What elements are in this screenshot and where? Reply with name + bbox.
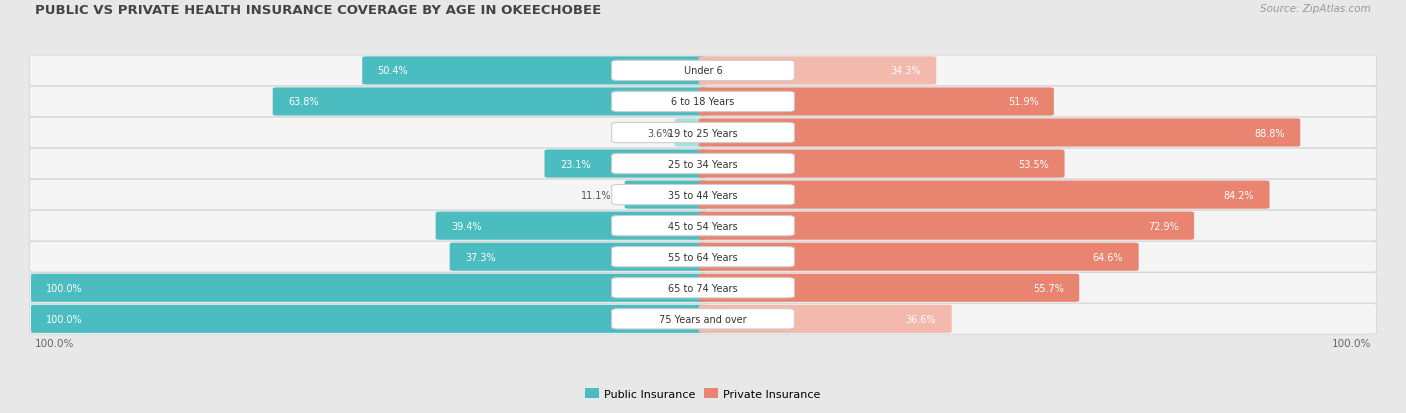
Text: 100.0%: 100.0% (46, 314, 83, 324)
FancyBboxPatch shape (699, 57, 936, 85)
Legend: Public Insurance, Private Insurance: Public Insurance, Private Insurance (581, 384, 825, 404)
Text: 55.7%: 55.7% (1033, 283, 1064, 293)
FancyBboxPatch shape (612, 278, 794, 298)
FancyBboxPatch shape (612, 154, 794, 174)
FancyBboxPatch shape (363, 57, 707, 85)
Text: 55 to 64 Years: 55 to 64 Years (668, 252, 738, 262)
FancyBboxPatch shape (273, 88, 707, 116)
FancyBboxPatch shape (612, 309, 794, 329)
FancyBboxPatch shape (30, 304, 1376, 335)
FancyBboxPatch shape (699, 150, 1064, 178)
FancyBboxPatch shape (699, 181, 1270, 209)
FancyBboxPatch shape (675, 119, 707, 147)
FancyBboxPatch shape (30, 56, 1376, 87)
FancyBboxPatch shape (30, 242, 1376, 273)
FancyBboxPatch shape (30, 180, 1376, 211)
Text: 100.0%: 100.0% (35, 339, 75, 349)
FancyBboxPatch shape (544, 150, 707, 178)
FancyBboxPatch shape (612, 92, 794, 112)
FancyBboxPatch shape (612, 247, 794, 267)
FancyBboxPatch shape (30, 149, 1376, 180)
Text: 88.8%: 88.8% (1254, 128, 1285, 138)
FancyBboxPatch shape (612, 123, 794, 143)
FancyBboxPatch shape (612, 185, 794, 205)
Text: 25 to 34 Years: 25 to 34 Years (668, 159, 738, 169)
Text: 65 to 74 Years: 65 to 74 Years (668, 283, 738, 293)
Text: 84.2%: 84.2% (1223, 190, 1254, 200)
Text: 64.6%: 64.6% (1092, 252, 1123, 262)
FancyBboxPatch shape (30, 87, 1376, 117)
Text: Under 6: Under 6 (683, 66, 723, 76)
Text: 53.5%: 53.5% (1018, 159, 1049, 169)
Text: 51.9%: 51.9% (1008, 97, 1039, 107)
Text: 23.1%: 23.1% (560, 159, 591, 169)
FancyBboxPatch shape (699, 212, 1194, 240)
Text: 100.0%: 100.0% (46, 283, 83, 293)
Text: 3.6%: 3.6% (648, 128, 672, 138)
Text: 36.6%: 36.6% (905, 314, 936, 324)
Text: 45 to 54 Years: 45 to 54 Years (668, 221, 738, 231)
FancyBboxPatch shape (30, 273, 1376, 304)
FancyBboxPatch shape (624, 181, 707, 209)
FancyBboxPatch shape (612, 216, 794, 236)
FancyBboxPatch shape (699, 305, 952, 333)
Text: 72.9%: 72.9% (1147, 221, 1178, 231)
Text: 19 to 25 Years: 19 to 25 Years (668, 128, 738, 138)
FancyBboxPatch shape (699, 274, 1080, 302)
Text: 35 to 44 Years: 35 to 44 Years (668, 190, 738, 200)
FancyBboxPatch shape (699, 119, 1301, 147)
FancyBboxPatch shape (450, 243, 707, 271)
Text: Source: ZipAtlas.com: Source: ZipAtlas.com (1260, 4, 1371, 14)
Text: 75 Years and over: 75 Years and over (659, 314, 747, 324)
Text: 6 to 18 Years: 6 to 18 Years (672, 97, 734, 107)
FancyBboxPatch shape (612, 61, 794, 81)
FancyBboxPatch shape (436, 212, 707, 240)
FancyBboxPatch shape (31, 274, 707, 302)
FancyBboxPatch shape (30, 118, 1376, 149)
FancyBboxPatch shape (30, 211, 1376, 241)
Text: 100.0%: 100.0% (1331, 339, 1371, 349)
FancyBboxPatch shape (699, 88, 1054, 116)
Text: 34.3%: 34.3% (890, 66, 921, 76)
Text: 11.1%: 11.1% (581, 190, 612, 200)
Text: PUBLIC VS PRIVATE HEALTH INSURANCE COVERAGE BY AGE IN OKEECHOBEE: PUBLIC VS PRIVATE HEALTH INSURANCE COVER… (35, 4, 602, 17)
FancyBboxPatch shape (699, 243, 1139, 271)
FancyBboxPatch shape (31, 305, 707, 333)
Text: 39.4%: 39.4% (451, 221, 482, 231)
Text: 37.3%: 37.3% (465, 252, 496, 262)
Text: 63.8%: 63.8% (288, 97, 319, 107)
Text: 50.4%: 50.4% (378, 66, 408, 76)
